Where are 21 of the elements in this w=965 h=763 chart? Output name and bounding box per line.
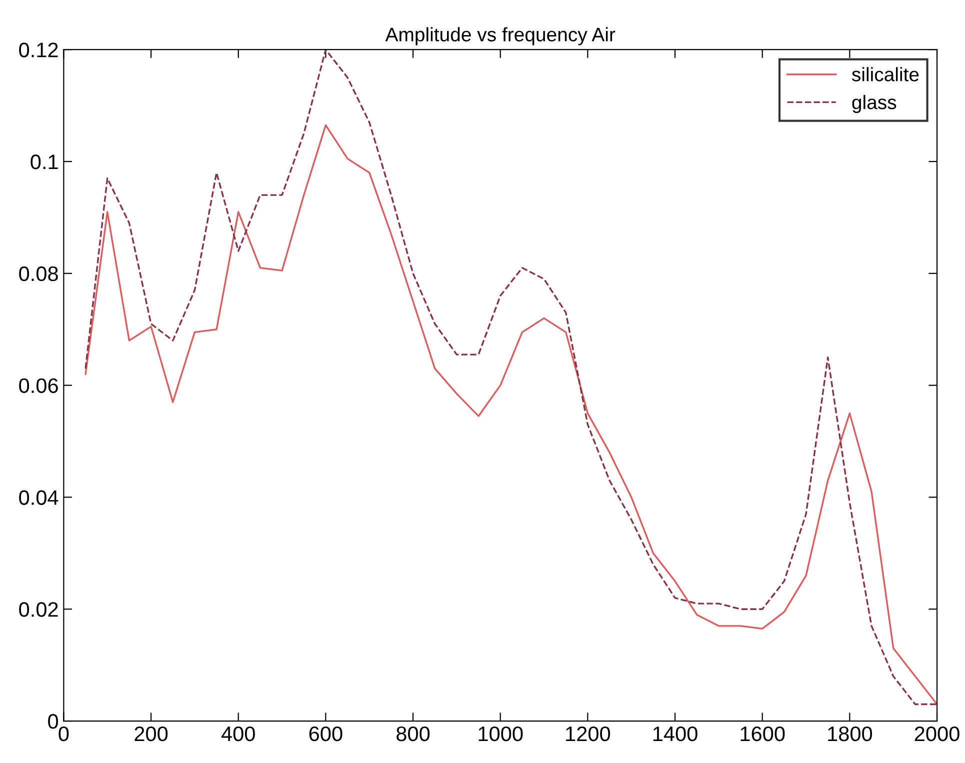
x-tick-label: 0 bbox=[58, 726, 69, 742]
x-tick-label: 1200 bbox=[566, 726, 610, 742]
y-tick-label: 0 bbox=[48, 714, 58, 729]
x-tick-label: 800 bbox=[396, 726, 430, 742]
x-tick-label: 1000 bbox=[478, 726, 523, 742]
y-tick-label: 0.04 bbox=[19, 490, 58, 505]
y-tick-label: 0.1 bbox=[30, 154, 58, 170]
y-tick-label: 0.02 bbox=[19, 602, 58, 617]
x-tick-label: 1800 bbox=[828, 726, 872, 742]
x-tick-label: 400 bbox=[221, 726, 255, 742]
chart-title: Amplitude vs frequency Air bbox=[385, 27, 616, 46]
y-tick-label: 0.06 bbox=[19, 378, 58, 394]
x-tick-label: 200 bbox=[134, 726, 168, 742]
legend-label: glass bbox=[852, 94, 896, 114]
y-tick-label: 0.08 bbox=[19, 266, 58, 282]
x-tick-label: 2000 bbox=[914, 726, 960, 742]
x-tick-label: 1400 bbox=[653, 726, 698, 742]
x-tick-label: 600 bbox=[309, 726, 342, 742]
x-tick-label: 1600 bbox=[740, 726, 785, 742]
y-tick-label: 0.12 bbox=[19, 42, 58, 58]
legend-label: silicalite bbox=[852, 67, 919, 82]
